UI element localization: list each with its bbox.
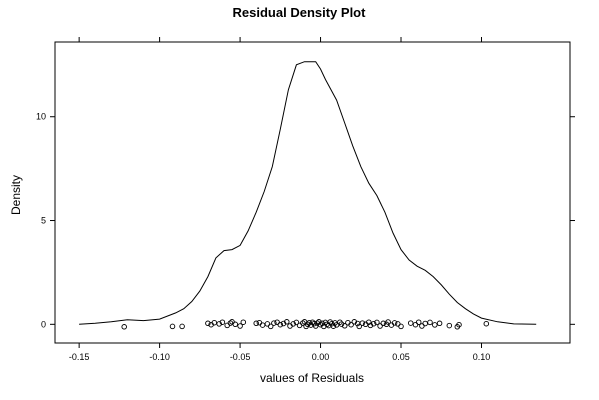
rug-point	[412, 321, 419, 328]
rug-point	[422, 320, 428, 327]
rug-point	[391, 320, 398, 326]
rug-point	[277, 321, 284, 328]
rug-point	[121, 324, 127, 330]
rug-point	[179, 323, 185, 330]
rug-points	[121, 319, 490, 330]
plot-frame	[54, 41, 571, 344]
rug-point	[216, 321, 222, 327]
rug-point	[259, 322, 266, 328]
rug-point	[290, 321, 296, 327]
rug-point	[169, 323, 176, 330]
rug-point	[296, 322, 303, 329]
axis-ticks: -0.15 -0.10 -0.05 0.00 0.05 0.10 0 5 10	[36, 37, 575, 362]
rug-point	[432, 322, 438, 328]
rug-point	[456, 321, 462, 328]
rug-point	[271, 320, 277, 326]
rug-point	[338, 321, 345, 327]
rug-point	[205, 320, 211, 327]
x-tick-label: 0.00	[312, 352, 330, 362]
x-tick-label: 0.10	[473, 352, 491, 362]
rug-point	[398, 323, 404, 330]
rug-point	[348, 321, 354, 328]
rug-point	[415, 319, 422, 325]
rug-point	[366, 319, 372, 325]
density-curve	[79, 61, 537, 325]
y-tick-label: 10	[36, 112, 46, 122]
rug-point	[304, 321, 311, 328]
rug-point	[359, 320, 366, 326]
rug-point	[274, 319, 280, 325]
rug-point	[256, 319, 263, 326]
rug-point	[341, 323, 348, 329]
x-tick-label: -0.05	[230, 352, 251, 362]
rug-point	[374, 319, 380, 326]
rug-point	[284, 319, 290, 325]
rug-point	[211, 319, 218, 326]
rug-point	[240, 319, 247, 325]
rug-point	[356, 323, 362, 330]
rug-point	[330, 323, 337, 329]
rug-point	[253, 320, 259, 327]
rug-point	[312, 323, 319, 329]
y-axis-label: Density	[9, 175, 23, 215]
chart-title: Residual Density Plot	[233, 5, 367, 20]
x-tick-label: 0.05	[392, 352, 410, 362]
rug-point	[227, 320, 234, 326]
rug-point	[407, 320, 414, 326]
rug-point	[427, 319, 433, 326]
rug-point	[436, 320, 443, 327]
x-tick-label: -0.10	[149, 352, 170, 362]
rug-point	[380, 320, 387, 327]
rug-point	[219, 319, 226, 325]
rug-point	[370, 320, 377, 327]
rug-point	[377, 323, 383, 329]
rug-point	[293, 319, 300, 326]
rug-point	[483, 320, 490, 327]
rug-point	[446, 322, 453, 329]
x-axis-label: values of Residuals	[260, 371, 364, 385]
rug-point	[224, 322, 230, 329]
rug-point	[316, 319, 322, 325]
rug-point	[232, 321, 239, 328]
y-tick-label: 0	[41, 319, 46, 329]
x-tick-label: -0.15	[69, 352, 90, 362]
rug-point	[267, 323, 274, 330]
rug-point	[237, 323, 243, 329]
y-tick-label: 5	[41, 216, 46, 226]
rug-point	[385, 319, 391, 325]
